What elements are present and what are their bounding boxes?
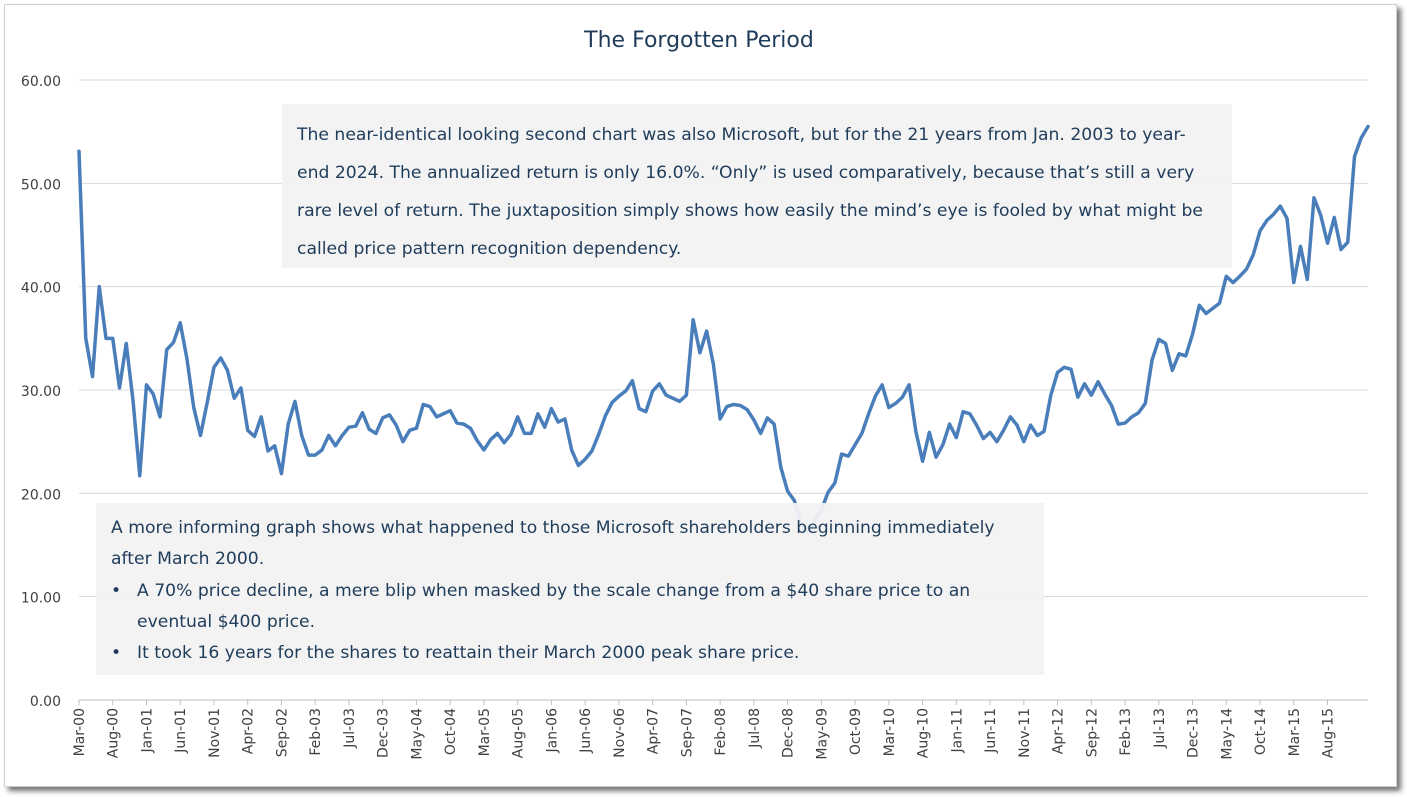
x-tick-label: Jan-06 [544, 708, 560, 754]
x-tick-label: Sep-02 [274, 708, 290, 757]
y-tick-label: 0.00 [30, 694, 61, 710]
x-tick-label: Mar-00 [72, 708, 88, 756]
x-tick-label: Aug-00 [106, 708, 122, 758]
annotation-bullet-item: • A 70% price decline, a mere blip when m… [111, 576, 1026, 638]
x-tick-label: Aug-15 [1321, 708, 1337, 758]
x-tick-label: Apr-02 [241, 708, 257, 754]
x-tick-label: Jun-06 [578, 708, 594, 754]
x-tick-label: Aug-05 [511, 708, 527, 758]
x-tick-label: Oct-09 [848, 708, 864, 755]
annotation-bullet-list: • A 70% price decline, a mere blip when m… [111, 576, 1026, 669]
annotation-bottom-intro: A more informing graph shows what happen… [111, 518, 995, 569]
series-line-microsoft [77, 124, 1370, 535]
x-tick-label: Mar-15 [1287, 708, 1303, 756]
x-tick-label: Jun-11 [983, 708, 999, 754]
y-tick-label: 50.00 [21, 177, 61, 193]
bullet-text: A 70% price decline, a mere blip when ma… [137, 581, 971, 632]
x-tick-label: Jul-13 [1152, 708, 1168, 749]
x-tick-label: Jan-11 [949, 708, 965, 753]
x-tick-label: Nov-01 [207, 708, 223, 758]
x-tick-label: Jul-08 [747, 708, 763, 749]
y-tick-label: 20.00 [21, 487, 61, 503]
x-tick-label: Jan-01 [139, 708, 155, 753]
x-tick-label: Apr-07 [646, 708, 662, 754]
y-tick-label: 40.00 [21, 281, 61, 297]
bullet-icon: • [111, 581, 122, 601]
x-tick-label: Jun-01 [173, 708, 189, 754]
y-tick-label: 60.00 [21, 74, 61, 90]
x-tick-label: Nov-11 [1017, 708, 1033, 758]
annotation-top-text: The near-identical looking second chart … [297, 125, 1203, 259]
x-tick-label: Oct-14 [1253, 708, 1269, 755]
annotation-box-bottom: A more informing graph shows what happen… [96, 503, 1044, 675]
x-tick-label: Jul-03 [342, 708, 358, 749]
x-tick-label: May-09 [814, 708, 830, 760]
bullet-text: It took 16 years for the shares to reatt… [137, 643, 800, 663]
x-tick-label: Sep-07 [679, 708, 695, 757]
series-group [77, 124, 1370, 535]
bullet-icon: • [111, 643, 122, 663]
x-axis: Mar-00 Aug-00 Jan-01 Jun-01 Nov-01 Apr-02 Sep-… [72, 700, 1337, 760]
x-tick-label: Feb-03 [308, 708, 324, 756]
x-tick-label: May-04 [409, 708, 425, 760]
annotation-box-top: The near-identical looking second chart … [282, 104, 1232, 268]
y-axis-tick-labels: 0.00 10.00 20.00 30.00 40.00 50.00 60.00 [21, 74, 61, 710]
x-tick-label: Mar-05 [477, 708, 493, 756]
x-tick-label: Feb-13 [1118, 708, 1134, 756]
x-tick-label: Apr-12 [1051, 708, 1067, 754]
x-tick-label: Mar-10 [882, 708, 898, 756]
x-tick-label: Nov-06 [612, 708, 628, 758]
annotation-bullet-item: • It took 16 years for the shares to reat… [111, 638, 1026, 669]
x-tick-label: Dec-08 [781, 708, 797, 758]
chart-title: The Forgotten Period [583, 28, 814, 53]
x-tick-label: Aug-10 [916, 708, 932, 758]
x-tick-label: Feb-08 [713, 708, 729, 756]
x-tick-label: Oct-04 [443, 708, 459, 755]
y-tick-label: 10.00 [21, 591, 61, 607]
y-tick-label: 30.00 [21, 384, 61, 400]
x-tick-label: Sep-12 [1084, 708, 1100, 757]
x-tick-label: May-14 [1219, 708, 1235, 760]
x-tick-label: Dec-13 [1186, 708, 1202, 758]
x-tick-label: Dec-03 [376, 708, 392, 758]
